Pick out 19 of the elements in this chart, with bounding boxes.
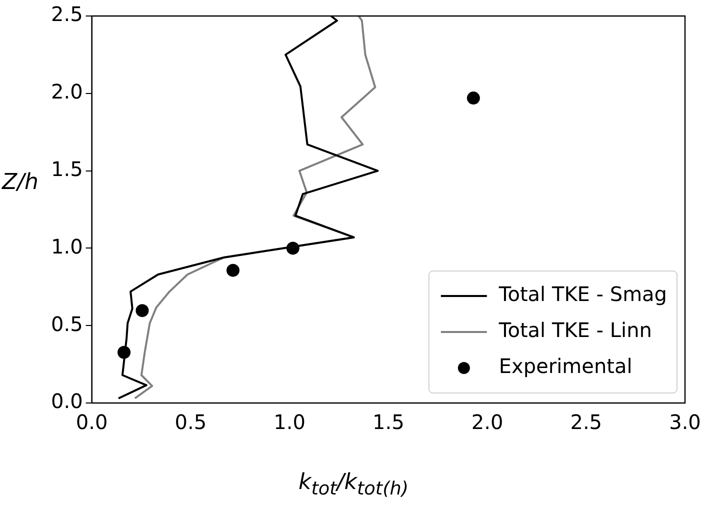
point <box>136 304 149 318</box>
point <box>466 92 480 105</box>
y-tick-label: 2.5 <box>50 2 83 26</box>
legend-label: Experimental <box>498 354 632 378</box>
x-tick-label: 2.0 <box>471 410 504 434</box>
point <box>226 264 240 277</box>
x-tick-label: 1.0 <box>274 410 306 434</box>
y-tick-label: 1.0 <box>50 234 83 258</box>
y-axis-title: Z/h <box>2 170 38 195</box>
y-tick-label: 1.5 <box>50 157 83 182</box>
legend-label: Total TKE - Smag <box>498 282 668 306</box>
legend-label: Total TKE - Linn <box>498 318 652 342</box>
x-axis-title: k$_{tot}$/k$_{tot(h)}$ <box>297 470 410 500</box>
x-tick-label: 1.5 <box>372 410 404 434</box>
x-tick-label: 2.5 <box>570 410 602 434</box>
y-tick-label: 2.0 <box>50 80 83 104</box>
y-tick-label: 0.5 <box>50 312 83 336</box>
x-tick-label: 0.5 <box>174 410 207 434</box>
x-tick-label: 3.0 <box>669 410 701 434</box>
